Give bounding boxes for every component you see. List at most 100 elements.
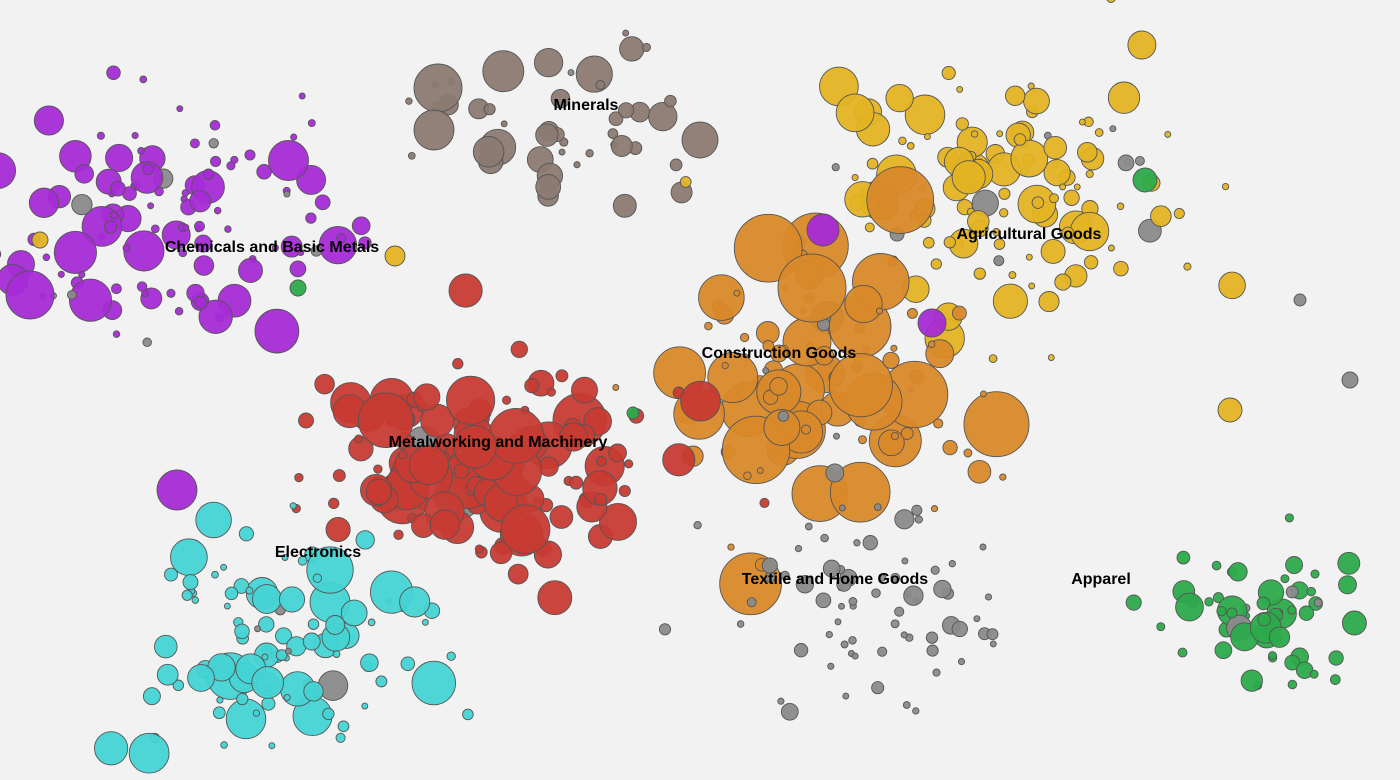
node-construction[interactable] bbox=[699, 275, 745, 321]
node-minerals[interactable] bbox=[642, 43, 650, 51]
node-chemicals[interactable] bbox=[182, 190, 189, 197]
node-agriculture[interactable] bbox=[1011, 140, 1048, 177]
node-textile[interactable] bbox=[949, 561, 955, 567]
node-agriculture[interactable] bbox=[680, 177, 691, 188]
node-electronics[interactable] bbox=[262, 697, 275, 710]
node-chemicals[interactable] bbox=[155, 187, 164, 196]
node-textile[interactable] bbox=[874, 504, 881, 511]
node-electronics[interactable] bbox=[269, 743, 275, 749]
node-agriculture[interactable] bbox=[907, 143, 914, 150]
node-apparel[interactable] bbox=[1215, 642, 1232, 659]
node-metalwork[interactable] bbox=[538, 581, 572, 615]
node-chemicals[interactable] bbox=[112, 284, 122, 294]
node-agriculture[interactable] bbox=[1024, 88, 1050, 114]
node-chemicals[interactable] bbox=[123, 244, 130, 251]
node-agriculture[interactable] bbox=[832, 164, 839, 171]
node-textile[interactable] bbox=[913, 708, 919, 714]
node-apparel[interactable] bbox=[1338, 552, 1360, 574]
node-agriculture[interactable] bbox=[974, 268, 985, 279]
node-chemicals[interactable] bbox=[54, 231, 96, 273]
node-chemicals[interactable] bbox=[43, 254, 50, 261]
node-agriculture[interactable] bbox=[1078, 143, 1098, 163]
node-apparel[interactable] bbox=[1269, 627, 1289, 647]
node-minerals[interactable] bbox=[611, 136, 632, 157]
node-chemicals[interactable] bbox=[214, 207, 221, 214]
node-construction[interactable] bbox=[891, 345, 897, 351]
node-apparel[interactable] bbox=[1178, 648, 1187, 657]
node-chemicals[interactable] bbox=[104, 221, 116, 233]
node-electronics[interactable] bbox=[303, 633, 320, 650]
node-electronics[interactable] bbox=[213, 707, 225, 719]
node-chemicals[interactable] bbox=[97, 132, 104, 139]
node-outlier[interactable] bbox=[1133, 168, 1157, 192]
node-chemicals[interactable] bbox=[113, 331, 120, 338]
node-chemicals[interactable] bbox=[290, 261, 306, 277]
node-chemicals[interactable] bbox=[151, 225, 159, 233]
node-construction[interactable] bbox=[705, 322, 713, 330]
node-agriculture[interactable] bbox=[1165, 131, 1171, 137]
node-chemicals[interactable] bbox=[142, 290, 149, 297]
node-agriculture[interactable] bbox=[957, 86, 963, 92]
node-electronics[interactable] bbox=[212, 571, 219, 578]
node-apparel[interactable] bbox=[1310, 670, 1318, 678]
node-agriculture[interactable] bbox=[1118, 155, 1134, 171]
node-agriculture[interactable] bbox=[1006, 86, 1025, 105]
node-electronics[interactable] bbox=[224, 603, 230, 609]
node-apparel[interactable] bbox=[1217, 606, 1226, 615]
node-textile[interactable] bbox=[694, 522, 701, 529]
node-minerals[interactable] bbox=[501, 121, 507, 127]
node-chemicals[interactable] bbox=[315, 195, 330, 210]
node-outlier[interactable] bbox=[414, 110, 454, 150]
node-textile[interactable] bbox=[990, 641, 996, 647]
node-electronics[interactable] bbox=[376, 676, 387, 687]
node-agriculture[interactable] bbox=[999, 188, 1010, 199]
node-apparel[interactable] bbox=[1126, 595, 1141, 610]
node-agriculture[interactable] bbox=[1095, 129, 1103, 137]
node-textile[interactable] bbox=[805, 523, 812, 530]
node-metalwork[interactable] bbox=[430, 510, 459, 539]
node-electronics[interactable] bbox=[422, 619, 428, 625]
node-chemicals[interactable] bbox=[195, 221, 205, 231]
node-agriculture[interactable] bbox=[852, 174, 858, 180]
node-agriculture[interactable] bbox=[1026, 254, 1032, 260]
node-minerals[interactable] bbox=[534, 48, 562, 76]
node-outlier[interactable] bbox=[414, 64, 462, 112]
node-chemicals[interactable] bbox=[190, 191, 211, 212]
node-chemicals[interactable] bbox=[143, 338, 152, 347]
node-construction[interactable] bbox=[734, 290, 740, 296]
node-chemicals[interactable] bbox=[225, 226, 232, 233]
node-textile[interactable] bbox=[915, 516, 922, 523]
node-electronics[interactable] bbox=[326, 616, 345, 635]
node-metalwork[interactable] bbox=[595, 493, 607, 505]
node-apparel[interactable] bbox=[1227, 608, 1237, 618]
node-construction[interactable] bbox=[879, 430, 905, 456]
node-textile[interactable] bbox=[872, 589, 881, 598]
node-construction[interactable] bbox=[722, 362, 728, 368]
node-agriculture[interactable] bbox=[1000, 209, 1008, 217]
node-minerals[interactable] bbox=[596, 81, 605, 90]
node-chemicals[interactable] bbox=[143, 164, 154, 175]
node-electronics[interactable] bbox=[196, 502, 232, 538]
node-agriculture[interactable] bbox=[952, 161, 985, 194]
node-electronics[interactable] bbox=[279, 587, 304, 612]
node-chemicals[interactable] bbox=[255, 309, 299, 353]
node-apparel[interactable] bbox=[1299, 606, 1313, 620]
node-agriculture[interactable] bbox=[1032, 197, 1044, 209]
node-chemicals[interactable] bbox=[69, 279, 111, 321]
node-electronics[interactable] bbox=[361, 654, 379, 672]
node-chemicals[interactable] bbox=[245, 150, 255, 160]
node-outlier[interactable] bbox=[627, 407, 639, 419]
node-metalwork[interactable] bbox=[508, 564, 528, 584]
node-electronics[interactable] bbox=[308, 619, 319, 630]
node-construction[interactable] bbox=[901, 428, 913, 440]
node-apparel[interactable] bbox=[1307, 587, 1316, 596]
node-construction[interactable] bbox=[1000, 474, 1006, 480]
node-chemicals[interactable] bbox=[269, 141, 309, 181]
node-agriculture[interactable] bbox=[1114, 261, 1129, 276]
node-agriculture[interactable] bbox=[923, 237, 934, 248]
node-electronics[interactable] bbox=[259, 617, 274, 632]
node-minerals[interactable] bbox=[623, 30, 629, 36]
node-textile[interactable] bbox=[952, 621, 967, 636]
node-metalwork[interactable] bbox=[503, 396, 511, 404]
node-textile[interactable] bbox=[958, 659, 964, 665]
